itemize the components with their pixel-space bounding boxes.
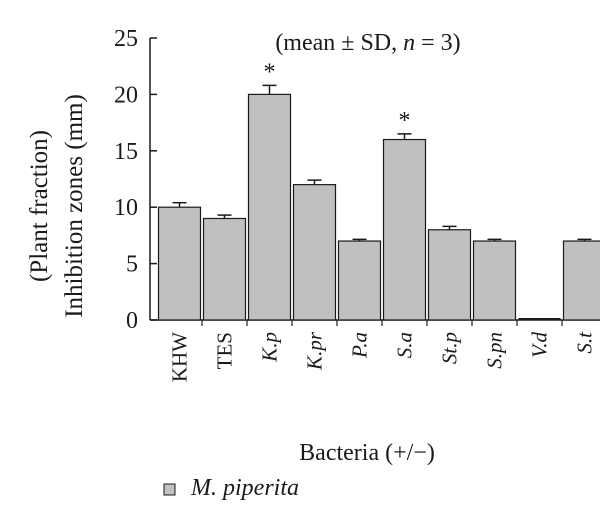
- x-tick-label: P.a: [348, 332, 372, 359]
- y-tick-label: 10: [114, 195, 138, 221]
- y-tick-label: 20: [114, 82, 138, 108]
- significance-marker: *: [264, 59, 276, 85]
- legend: M. piperita: [163, 475, 299, 501]
- y-tick-label: 15: [114, 139, 138, 165]
- bar-s-t: [562, 240, 600, 321]
- y-tick-label: 0: [126, 308, 138, 334]
- x-tick-label: K.p: [258, 332, 282, 363]
- bar-st-p: [427, 229, 472, 321]
- y-axis-label-line1: (Plant fraction): [26, 130, 53, 282]
- x-tick-label: S.t: [573, 331, 597, 354]
- y-axis-label: (Plant fraction) Inhibition zones (mm): [26, 94, 88, 318]
- x-tick-label: V.d: [528, 332, 552, 358]
- x-tick-label: S.pn: [483, 332, 507, 369]
- legend-swatch: [163, 483, 176, 496]
- x-tick-label: S.a: [393, 332, 417, 358]
- bar-k-p: [247, 93, 292, 321]
- bar-tes: [202, 217, 247, 321]
- y-tick-label: 25: [114, 26, 138, 52]
- x-tick-label: St.p: [438, 332, 462, 364]
- legend-label: M. piperita: [190, 475, 299, 501]
- plot-area: 0 5 10 15 20 25 KHW TES * K.p K.pr P.a * S.a St.p S.pn V…: [114, 26, 600, 382]
- x-tick-label: KHW: [168, 332, 192, 382]
- bar-s-pn: [472, 240, 517, 321]
- bar-khw: [157, 206, 202, 321]
- y-tick-label: 5: [126, 252, 138, 278]
- x-axis-label: Bacteria (+/−): [299, 440, 435, 466]
- bar-p-a: [337, 240, 382, 321]
- bar-s-a: [382, 138, 427, 321]
- significance-marker: *: [399, 108, 411, 134]
- y-axis-label-line2: Inhibition zones (mm): [61, 94, 88, 318]
- x-tick-label: K.pr: [303, 331, 327, 371]
- chart-title: (mean ± SD, n = 3): [275, 30, 460, 56]
- x-tick-label: TES: [213, 332, 237, 369]
- bar-k-pr: [292, 184, 337, 321]
